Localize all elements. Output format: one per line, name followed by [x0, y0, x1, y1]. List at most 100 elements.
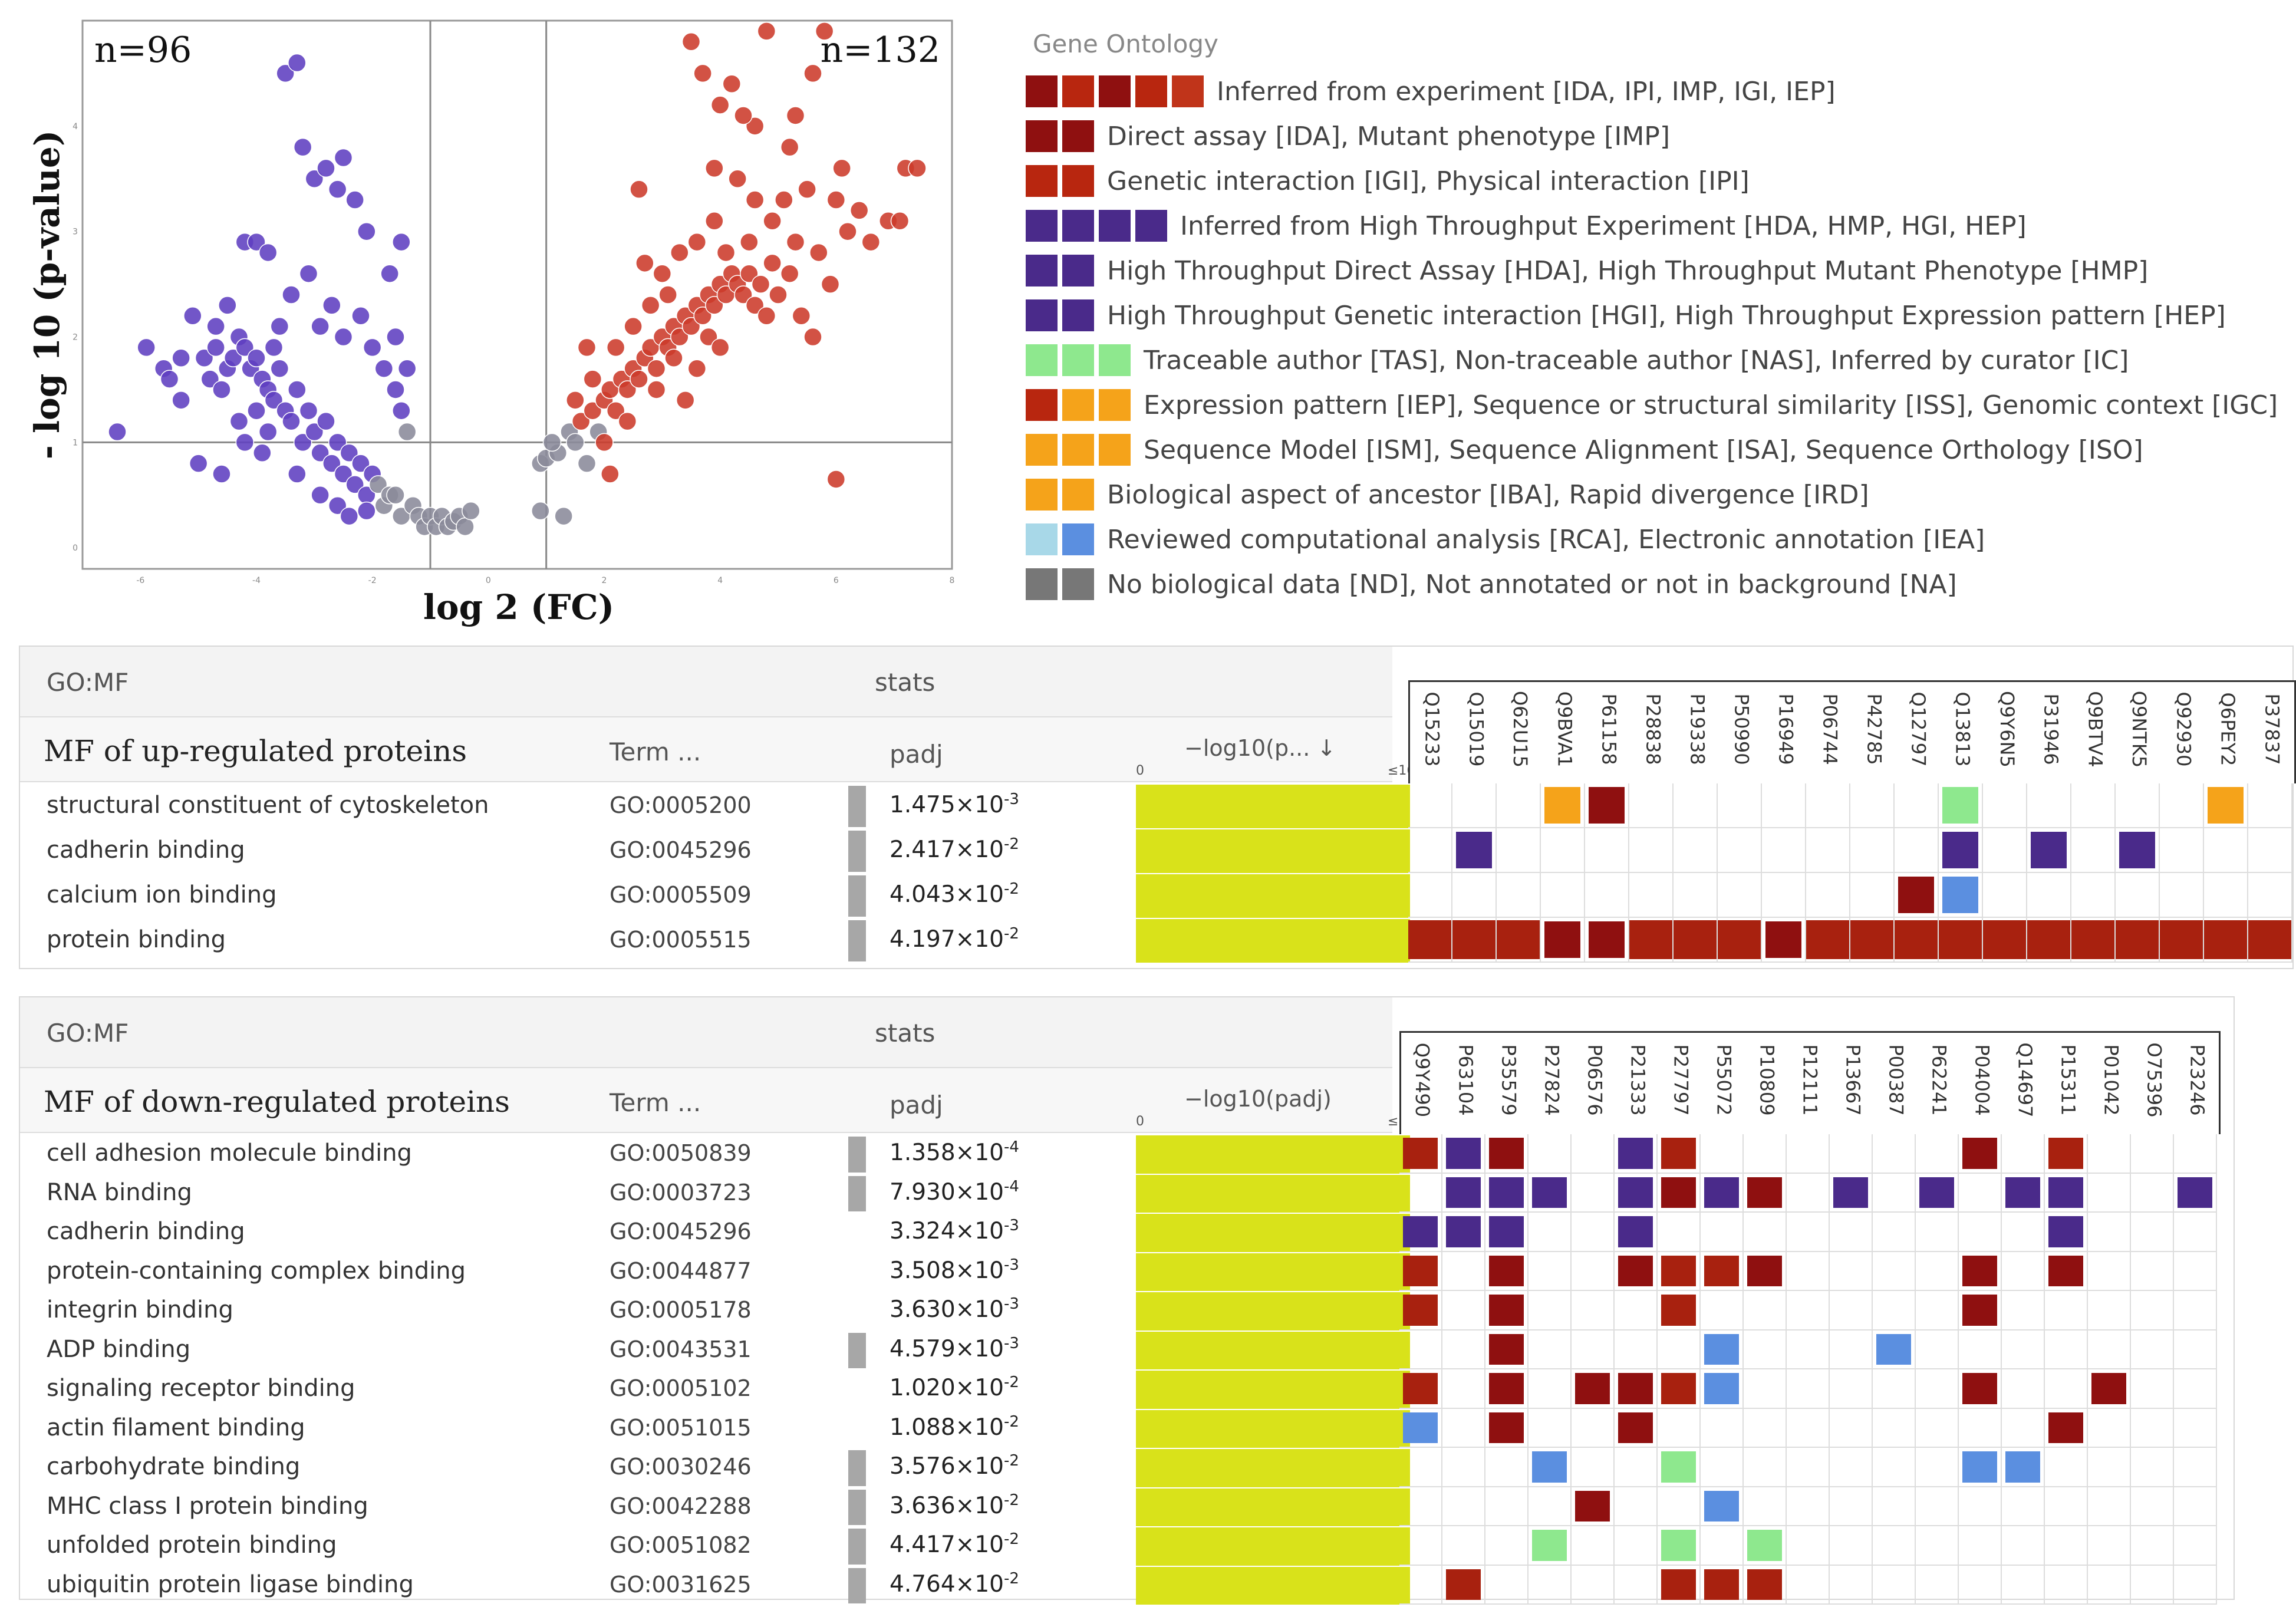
annotation-cell[interactable]: [1485, 1134, 1529, 1174]
annotation-cell[interactable]: [1529, 1134, 1572, 1174]
term-id[interactable]: GO:0044877: [610, 1257, 752, 1284]
annotation-cell[interactable]: [1629, 783, 1674, 828]
annotation-cell[interactable]: [1762, 783, 1806, 828]
protein-column[interactable]: P06744: [1816, 688, 1845, 770]
annotation-cell[interactable]: [1850, 918, 1895, 963]
annotation-cell[interactable]: [1442, 1526, 1485, 1566]
padj-column-header[interactable]: padj: [890, 740, 943, 769]
annotation-cell[interactable]: [2002, 1408, 2045, 1448]
annotation-cell[interactable]: [1658, 1408, 1701, 1448]
term-id[interactable]: GO:0030246: [610, 1454, 752, 1480]
log-padj-column-header[interactable]: −log10(p... ↓: [1184, 735, 1336, 761]
annotation-cell[interactable]: [2131, 1448, 2174, 1487]
annotation-cell[interactable]: [1787, 1448, 1830, 1487]
annotation-cell[interactable]: [2088, 1565, 2131, 1605]
annotation-cell[interactable]: [1399, 1252, 1442, 1291]
annotation-cell[interactable]: [1744, 1565, 1787, 1605]
annotation-cell[interactable]: [1615, 1526, 1658, 1566]
protein-column[interactable]: Q6PEY2: [2213, 688, 2243, 770]
annotation-cell[interactable]: [1585, 828, 1629, 873]
annotation-cell[interactable]: [1873, 1565, 1916, 1605]
annotation-cell[interactable]: [1529, 1330, 1572, 1369]
annotation-cell[interactable]: [1399, 1330, 1442, 1369]
protein-column[interactable]: Q14697: [2011, 1039, 2040, 1121]
annotation-cell[interactable]: [2131, 1291, 2174, 1331]
annotation-cell[interactable]: [2174, 1330, 2217, 1369]
annotation-cell[interactable]: [2045, 1565, 2088, 1605]
term-id[interactable]: GO:0045296: [610, 837, 752, 863]
annotation-cell[interactable]: [1744, 1526, 1787, 1566]
annotation-cell[interactable]: [1916, 1369, 1959, 1409]
annotation-cell[interactable]: [2248, 828, 2292, 873]
term-name[interactable]: ADP binding: [47, 1335, 191, 1363]
annotation-cell[interactable]: [2002, 1369, 2045, 1409]
annotation-cell[interactable]: [1787, 1526, 1830, 1566]
annotation-cell[interactable]: [2027, 783, 2071, 828]
annotation-cell[interactable]: [1787, 1173, 1830, 1213]
annotation-cell[interactable]: [2002, 1487, 2045, 1526]
annotation-cell[interactable]: [1787, 1252, 1830, 1291]
annotation-cell[interactable]: [1497, 783, 1541, 828]
annotation-cell[interactable]: [1850, 783, 1895, 828]
annotation-cell[interactable]: [2045, 1291, 2088, 1331]
annotation-cell[interactable]: [2174, 1291, 2217, 1331]
annotation-cell[interactable]: [1442, 1565, 1485, 1605]
protein-column[interactable]: P50990: [1727, 688, 1757, 770]
annotation-cell[interactable]: [1674, 873, 1718, 918]
annotation-cell[interactable]: [1658, 1330, 1701, 1369]
annotation-cell[interactable]: [2045, 1252, 2088, 1291]
annotation-cell[interactable]: [1744, 1173, 1787, 1213]
annotation-cell[interactable]: [1701, 1487, 1744, 1526]
term-id[interactable]: GO:0051082: [610, 1532, 752, 1559]
annotation-cell[interactable]: [1806, 873, 1850, 918]
annotation-cell[interactable]: [1916, 1448, 1959, 1487]
annotation-cell[interactable]: [1529, 1526, 1572, 1566]
annotation-cell[interactable]: [1959, 1252, 2002, 1291]
annotation-cell[interactable]: [1452, 918, 1497, 963]
annotation-cell[interactable]: [1718, 873, 1762, 918]
annotation-cell[interactable]: [1959, 1369, 2002, 1409]
padj-column-header[interactable]: padj: [890, 1091, 943, 1119]
protein-column[interactable]: P06576: [1580, 1039, 1610, 1121]
annotation-cell[interactable]: [1873, 1173, 1916, 1213]
annotation-cell[interactable]: [2002, 1330, 2045, 1369]
protein-column[interactable]: P23246: [2183, 1039, 2212, 1121]
annotation-cell[interactable]: [1399, 1213, 1442, 1252]
annotation-cell[interactable]: [2045, 1173, 2088, 1213]
annotation-cell[interactable]: [1830, 1526, 1873, 1566]
annotation-cell[interactable]: [1916, 1252, 1959, 1291]
annotation-cell[interactable]: [2088, 1213, 2131, 1252]
annotation-cell[interactable]: [1485, 1291, 1529, 1331]
term-name[interactable]: unfolded protein binding: [47, 1532, 337, 1559]
annotation-cell[interactable]: [1572, 1565, 1615, 1605]
annotation-cell[interactable]: [2174, 1487, 2217, 1526]
annotation-cell[interactable]: [2131, 1213, 2174, 1252]
annotation-cell[interactable]: [1529, 1213, 1572, 1252]
protein-column[interactable]: Q9NTK5: [2125, 688, 2155, 770]
annotation-cell[interactable]: [1830, 1291, 1873, 1331]
protein-column[interactable]: P55072: [1709, 1039, 1739, 1121]
protein-column[interactable]: P37837: [2258, 688, 2287, 770]
annotation-cell[interactable]: [1529, 1291, 1572, 1331]
protein-column[interactable]: P21333: [1623, 1039, 1653, 1121]
term-id[interactable]: GO:0042288: [610, 1493, 752, 1519]
protein-column[interactable]: Q9BTV4: [2081, 688, 2110, 770]
annotation-cell[interactable]: [1658, 1291, 1701, 1331]
protein-column[interactable]: P62241: [1925, 1039, 1954, 1121]
annotation-cell[interactable]: [1830, 1408, 1873, 1448]
annotation-cell[interactable]: [1615, 1565, 1658, 1605]
protein-column[interactable]: P27797: [1666, 1039, 1696, 1121]
annotation-cell[interactable]: [2088, 1173, 2131, 1213]
annotation-cell[interactable]: [1658, 1134, 1701, 1174]
annotation-cell[interactable]: [1762, 918, 1806, 963]
annotation-cell[interactable]: [1442, 1173, 1485, 1213]
protein-column[interactable]: P31946: [2037, 688, 2066, 770]
annotation-cell[interactable]: [1497, 828, 1541, 873]
annotation-cell[interactable]: [1408, 873, 1452, 918]
protein-column[interactable]: P12111: [1796, 1039, 1825, 1121]
annotation-cell[interactable]: [1452, 783, 1497, 828]
annotation-cell[interactable]: [1529, 1565, 1572, 1605]
annotation-cell[interactable]: [1916, 1291, 1959, 1331]
term-name[interactable]: structural constituent of cytoskeleton: [47, 792, 489, 819]
annotation-cell[interactable]: [2174, 1369, 2217, 1409]
